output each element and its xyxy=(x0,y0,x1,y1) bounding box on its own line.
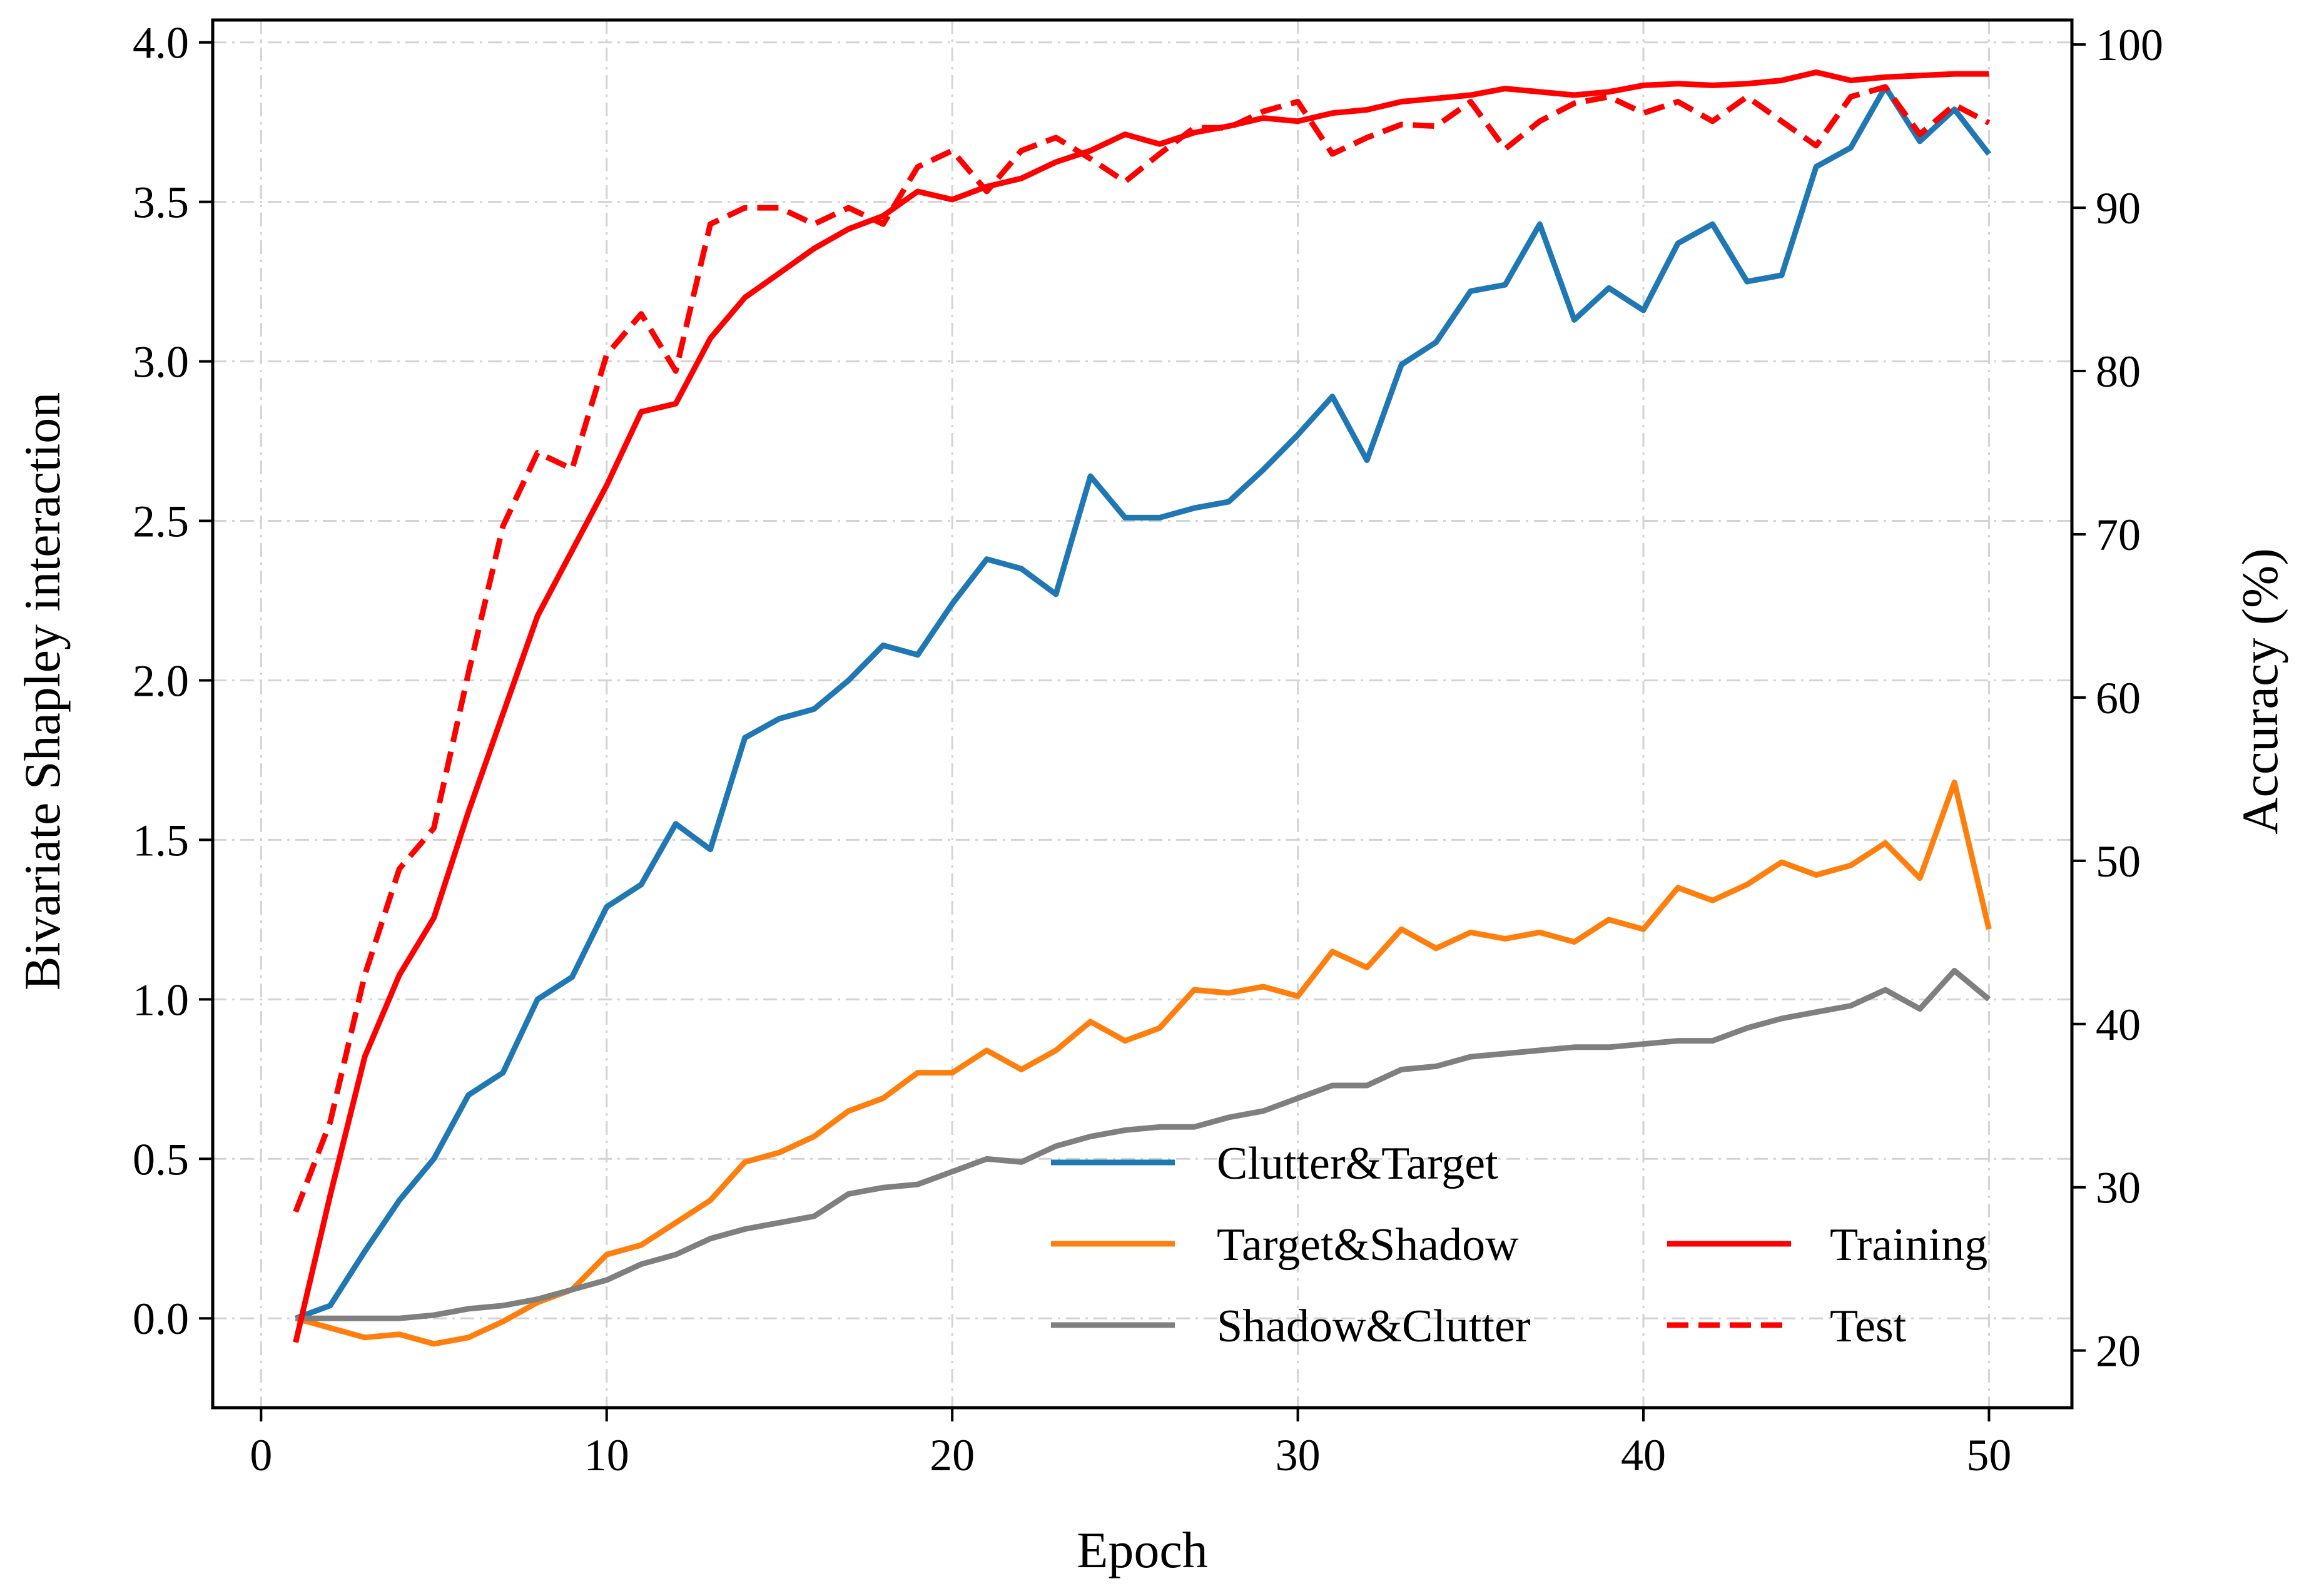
y-right-tick-label: 30 xyxy=(2096,1163,2141,1213)
x-tick-label: 30 xyxy=(1276,1430,1321,1480)
y-left-tick-label: 1.5 xyxy=(133,815,189,865)
x-tick-label: 50 xyxy=(1966,1430,2011,1480)
y-left-tick-label: 1.0 xyxy=(133,975,189,1025)
legend-label-shadow-clutter: Shadow&Clutter xyxy=(1217,1301,1531,1352)
y-right-tick-label: 60 xyxy=(2096,673,2141,723)
legend: Clutter&Target Target&Shadow Shadow&Clut… xyxy=(1051,1138,1987,1352)
y-left-tick-label: 4.0 xyxy=(133,18,189,68)
y-left-tick-label: 0.0 xyxy=(133,1294,189,1344)
y-left-tick-label: 0.5 xyxy=(133,1134,189,1184)
series-line-training xyxy=(293,69,1989,1343)
x-tick-label: 20 xyxy=(930,1430,975,1480)
y-left-tick-label: 2.0 xyxy=(133,656,189,706)
x-tick-label: 10 xyxy=(584,1430,629,1480)
y-right-tick-label: 100 xyxy=(2096,20,2163,70)
legend-label-clutter-target: Clutter&Target xyxy=(1217,1138,1498,1189)
x-axis-title: Epoch xyxy=(1077,1522,1207,1578)
y-right-tick-label: 20 xyxy=(2096,1326,2141,1376)
y-right-tick-label: 70 xyxy=(2096,510,2141,560)
axis-layer: 0 10 20 30 40 50 0.0 0.5 1.0 1.5 2.0 2.5 3.0 3.5 4.0 20… xyxy=(133,18,2163,1480)
series-layer xyxy=(293,69,1992,1347)
legend-label-target-shadow: Target&Shadow xyxy=(1217,1219,1519,1271)
legend-label-training: Training xyxy=(1830,1219,1987,1271)
y-left-tick-label: 2.5 xyxy=(133,497,189,547)
series-line-test xyxy=(293,84,1991,1213)
plot-frame xyxy=(211,18,2074,1410)
y-axis-left-title: Bivariate Shapley interaction xyxy=(14,392,71,990)
series-line-shadow-clutter xyxy=(295,968,1991,1321)
x-tick-label: 0 xyxy=(250,1430,272,1480)
grid-layer xyxy=(213,20,2072,1408)
x-tick-label: 40 xyxy=(1621,1430,1666,1480)
y-left-tick-label: 3.0 xyxy=(133,337,189,387)
legend-label-test: Test xyxy=(1830,1301,1907,1352)
y-right-tick-label: 80 xyxy=(2096,347,2141,397)
y-axis-right-title: Accuracy (%) xyxy=(2231,548,2288,835)
series-line-clutter-target xyxy=(295,84,1991,1321)
y-right-tick-label: 50 xyxy=(2096,836,2141,887)
y-left-tick-label: 3.5 xyxy=(133,178,189,228)
series-line-target-shadow xyxy=(295,780,1992,1347)
y-right-tick-label: 90 xyxy=(2096,183,2141,233)
y-right-tick-label: 40 xyxy=(2096,1000,2141,1050)
